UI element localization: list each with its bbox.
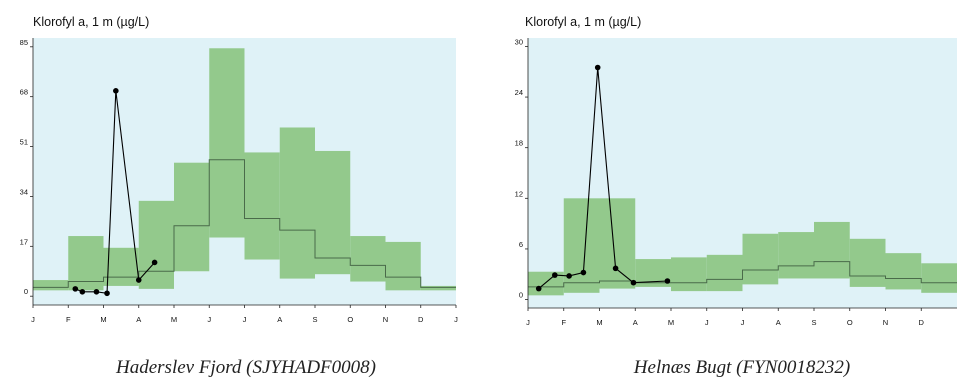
x-tick-label: N	[383, 315, 388, 324]
chart-title: Klorofyl a, 1 m (µg/L)	[525, 15, 641, 29]
observed-point	[580, 269, 587, 276]
x-tick-label: M	[100, 315, 106, 324]
x-tick-label: J	[526, 318, 530, 327]
x-tick-label: O	[347, 315, 353, 324]
chart-caption: Helnæs Bugt (FYN0018232)	[633, 357, 850, 378]
x-tick-label: J	[243, 315, 247, 324]
y-tick-label: 12	[515, 189, 523, 198]
x-tick-label: M	[171, 315, 177, 324]
chart-panel: 0 6 12 18 24 30 J F M A M J J A S O N D	[515, 37, 957, 327]
band-bar	[33, 280, 69, 291]
y-tick-label: 17	[20, 237, 28, 246]
y-tick-label: 68	[20, 88, 28, 97]
x-tick-label: J	[741, 318, 745, 327]
chart-haderslev-fjord: Klorofyl a, 1 m (µg/L) 0 17 34 51 68 85 J F M A M J…	[20, 15, 458, 378]
x-tick-label: F	[561, 318, 566, 327]
y-tick-label: 0	[24, 287, 28, 296]
band-bar	[921, 263, 957, 293]
band-bar	[315, 150, 351, 275]
band-bar	[174, 162, 210, 272]
band-bar	[279, 127, 315, 279]
band-bar	[350, 236, 386, 282]
y-tick-label: 34	[20, 187, 28, 196]
observed-point	[552, 272, 558, 278]
chart-panel: 0 17 34 51 68 85 J F M A M J J A S O N D J	[20, 38, 458, 324]
x-tick-label: M	[668, 318, 674, 327]
band-bar	[849, 238, 886, 287]
x-tick-label: N	[883, 318, 888, 327]
median-line	[33, 159, 456, 288]
chart-caption: Haderslev Fjord (SJYHADF0008)	[115, 357, 376, 378]
x-tick-label: J	[207, 315, 211, 324]
chart-title: Klorofyl a, 1 m (µg/L)	[33, 15, 149, 29]
band-bar	[138, 200, 174, 289]
observed-point	[630, 279, 637, 286]
x-tick-label: O	[847, 318, 853, 327]
y-tick-label: 85	[20, 38, 28, 47]
x-tick-label: M	[596, 318, 602, 327]
y-tick-label: 24	[515, 88, 523, 97]
x-tick-label: S	[811, 318, 816, 327]
band-bar	[103, 247, 139, 286]
chart-helnaes-bugt: Klorofyl a, 1 m (µg/L) 0 6 12 18 24 30 J F M A M J J…	[515, 15, 957, 378]
observed-point	[594, 64, 601, 71]
x-tick-label: S	[312, 315, 317, 324]
observed-point	[135, 277, 142, 283]
observed-point	[612, 265, 619, 272]
x-tick-label: F	[66, 315, 71, 324]
observed-point	[664, 278, 671, 284]
band-bar	[671, 257, 707, 292]
band-bar	[814, 221, 850, 279]
observed-point	[104, 290, 110, 297]
x-tick-label: A	[633, 318, 638, 327]
median-line	[528, 261, 957, 288]
observed-point	[79, 288, 86, 295]
x-tick-label: J	[705, 318, 709, 327]
x-tick-label: A	[136, 315, 141, 324]
observed-point	[566, 273, 572, 279]
band-bar	[244, 152, 280, 260]
band-bar	[706, 254, 743, 292]
x-tick-label: J	[454, 315, 458, 324]
x-tick-label: A	[776, 318, 781, 327]
band-bar	[68, 236, 104, 291]
x-tick-label: J	[31, 315, 35, 324]
x-tick-label: A	[277, 315, 282, 324]
observed-point	[113, 88, 119, 94]
y-tick-label: 6	[519, 240, 523, 249]
observed-point	[151, 259, 158, 266]
y-tick-label: 51	[20, 138, 28, 147]
observed-point	[535, 285, 542, 292]
band-bar	[385, 241, 421, 291]
x-tick-label: D	[418, 315, 424, 324]
band-bar	[885, 253, 922, 290]
y-tick-label: 18	[515, 139, 523, 148]
band-bar	[209, 48, 245, 238]
y-tick-label: 30	[515, 37, 523, 46]
observed-point	[93, 288, 100, 295]
band-bar	[599, 198, 636, 289]
band-bar	[778, 232, 814, 279]
band-bar	[420, 285, 456, 291]
y-tick-label: 0	[519, 291, 523, 300]
x-tick-label: D	[919, 318, 925, 327]
observed-point	[72, 286, 79, 292]
band-bar	[742, 233, 779, 285]
